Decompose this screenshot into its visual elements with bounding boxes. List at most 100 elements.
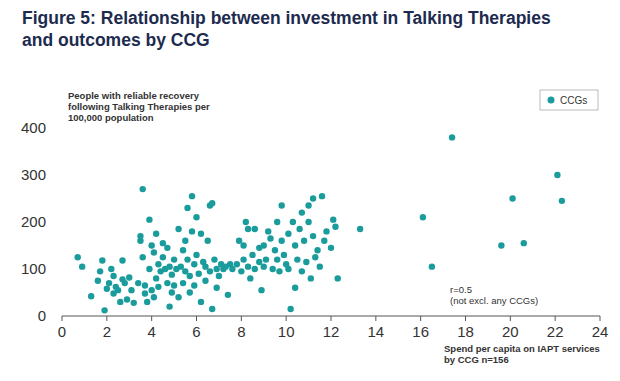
point xyxy=(278,202,284,208)
point xyxy=(240,242,246,248)
point xyxy=(189,228,195,234)
point xyxy=(296,226,302,232)
point xyxy=(88,293,94,299)
point xyxy=(108,266,114,272)
point xyxy=(252,266,258,272)
point xyxy=(305,202,311,208)
point xyxy=(180,280,186,286)
point xyxy=(274,219,280,225)
point xyxy=(79,263,85,269)
point xyxy=(155,284,161,290)
x-tick xyxy=(196,316,197,321)
point xyxy=(182,238,188,244)
x-tick-label: 12 xyxy=(323,323,340,340)
y-tick-label: 100 xyxy=(21,260,46,277)
x-tick xyxy=(62,316,63,321)
x-tick-label: 18 xyxy=(457,323,474,340)
point xyxy=(357,226,363,232)
point xyxy=(252,226,258,232)
point xyxy=(153,275,159,281)
point xyxy=(272,247,278,253)
point xyxy=(164,245,170,251)
point xyxy=(274,256,280,262)
point xyxy=(193,252,199,258)
point xyxy=(265,228,271,234)
x-tick xyxy=(600,316,601,321)
point xyxy=(287,306,293,312)
point xyxy=(234,261,240,267)
point xyxy=(243,219,249,225)
point xyxy=(554,172,560,178)
point xyxy=(198,299,204,305)
point xyxy=(148,287,154,293)
point xyxy=(99,257,105,263)
point xyxy=(189,193,195,199)
point xyxy=(213,285,219,291)
x-tick-label: 4 xyxy=(147,323,155,340)
x-tick-label: 8 xyxy=(237,323,245,340)
point xyxy=(124,296,130,302)
point xyxy=(299,268,305,274)
point xyxy=(256,259,262,265)
point xyxy=(115,287,121,293)
point xyxy=(305,219,311,225)
point xyxy=(308,275,314,281)
point xyxy=(207,268,213,274)
point xyxy=(175,294,181,300)
point xyxy=(140,254,146,260)
x-tick xyxy=(420,316,421,321)
point xyxy=(310,233,316,239)
point xyxy=(209,200,215,206)
point xyxy=(151,294,157,300)
point xyxy=(184,256,190,262)
point xyxy=(263,256,269,262)
point xyxy=(509,195,515,201)
point xyxy=(292,285,298,291)
point xyxy=(209,306,215,312)
x-tick-label: 6 xyxy=(192,323,200,340)
point xyxy=(261,242,267,248)
point xyxy=(240,256,246,262)
point xyxy=(191,282,197,288)
point xyxy=(106,280,112,286)
point xyxy=(312,254,318,260)
point xyxy=(321,238,327,244)
x-tick xyxy=(555,316,556,321)
point xyxy=(126,274,132,280)
x-tick xyxy=(151,316,152,321)
point xyxy=(258,287,264,293)
point xyxy=(128,287,134,293)
x-tick-label: 24 xyxy=(592,323,609,340)
point xyxy=(117,299,123,305)
x-tick xyxy=(510,316,511,321)
y-tick-label: 200 xyxy=(21,213,46,230)
chart: Figure 5: Relationship between investmen… xyxy=(0,0,620,381)
point xyxy=(429,263,435,269)
point xyxy=(303,259,309,265)
point xyxy=(180,247,186,253)
point xyxy=(131,300,137,306)
point xyxy=(135,280,141,286)
point xyxy=(175,226,181,232)
y-axis-label: People with reliable recoveryfollowing T… xyxy=(68,90,210,123)
point xyxy=(95,278,101,284)
point xyxy=(229,266,235,272)
point xyxy=(193,214,199,220)
point xyxy=(169,271,175,277)
point xyxy=(153,231,159,237)
point xyxy=(420,214,426,220)
point xyxy=(216,273,222,279)
point xyxy=(142,282,148,288)
point xyxy=(146,216,152,222)
title: Figure 5: Relationship between investmen… xyxy=(22,8,551,50)
point xyxy=(236,238,242,244)
x-tick-label: 14 xyxy=(367,323,384,340)
point xyxy=(301,238,307,244)
point xyxy=(292,242,298,248)
x-tick xyxy=(375,316,376,321)
legend-box xyxy=(540,90,598,110)
point xyxy=(182,268,188,274)
point xyxy=(166,303,172,309)
point xyxy=(122,280,128,286)
point xyxy=(249,252,255,258)
